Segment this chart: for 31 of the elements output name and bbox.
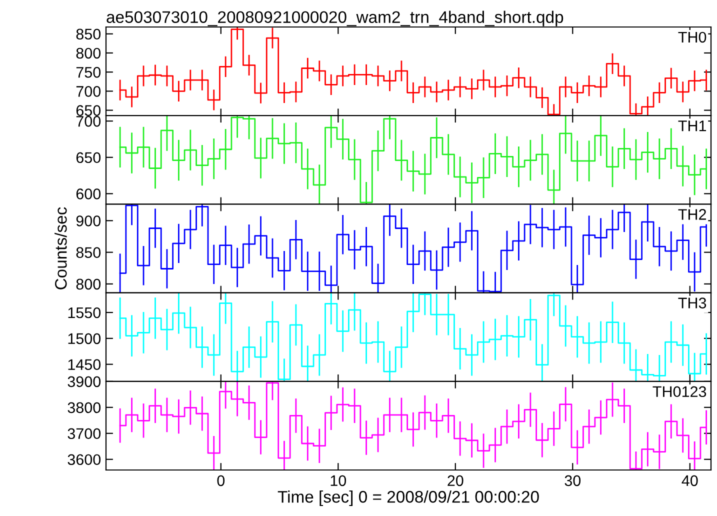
x-axis-title: Time [sec] 0 = 2008/09/21 00:00:20 — [278, 490, 539, 506]
series-label: TH2 — [678, 209, 706, 220]
y-tick-label: 3700 — [68, 428, 101, 440]
y-tick-label: 850 — [76, 28, 101, 40]
x-tick-label: 0 — [217, 475, 225, 486]
x-tick-label: 40 — [682, 475, 698, 486]
x-tick-label: 30 — [564, 475, 581, 486]
y-tick-label: 800 — [76, 278, 101, 290]
y-tick-label: 600 — [76, 188, 101, 200]
series-label: TH0123 — [652, 386, 706, 398]
y-tick-label: 3900 — [68, 376, 101, 388]
chart-title: ae503073010_20080921000020_wam2_trn_4band_short.qdp — [106, 10, 564, 26]
y-tick-label: 3800 — [68, 402, 101, 414]
text: TH3 — [678, 298, 706, 308]
y-tick-label: 650 — [76, 105, 101, 116]
y-tick-label: 3600 — [68, 454, 101, 466]
y-tick-label: 650 — [76, 152, 101, 164]
y-tick-label: 750 — [76, 66, 101, 78]
y-tick-label: 700 — [76, 116, 101, 127]
x-tick-label: 20 — [448, 475, 464, 486]
y-tick-label: 900 — [76, 216, 101, 226]
y-tick-label: 1550 — [68, 307, 101, 318]
y-tick-label: 1500 — [68, 333, 101, 344]
text: TH0 — [678, 32, 706, 43]
y-axis-title: Counts/sec — [54, 207, 67, 290]
x-tick-label: 10 — [330, 475, 346, 486]
y-tick-label: 700 — [76, 86, 101, 97]
y-tick-label: 1450 — [68, 359, 101, 370]
y-tick-label: 800 — [76, 48, 101, 59]
series-label: TH1 — [678, 120, 706, 132]
y-tick-label: 850 — [76, 247, 101, 258]
